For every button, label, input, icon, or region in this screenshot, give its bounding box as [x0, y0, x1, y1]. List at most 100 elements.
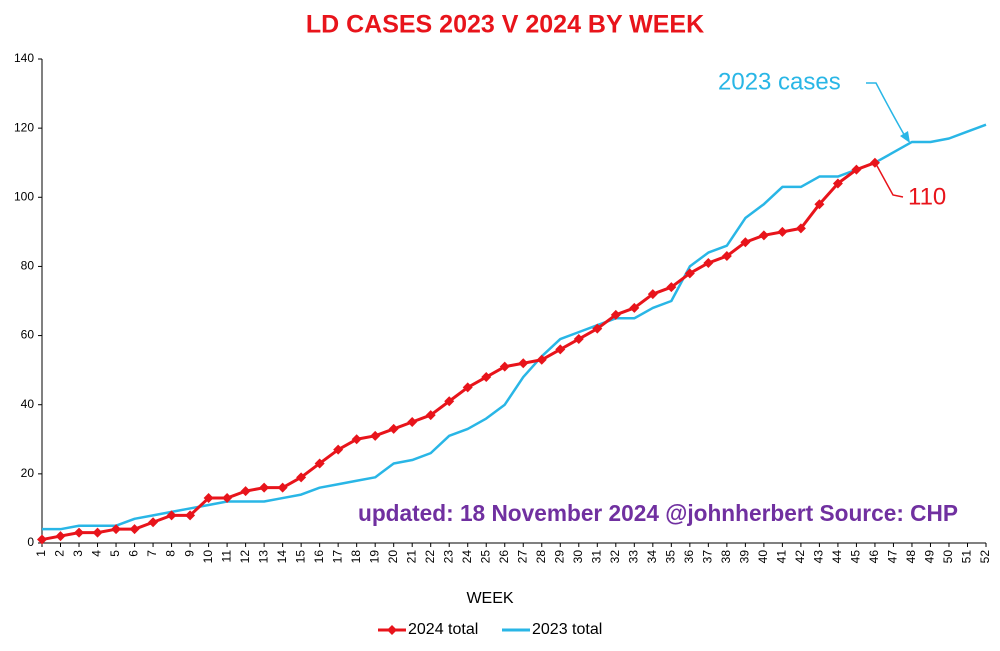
- x-tick-label: 23: [441, 550, 455, 564]
- data-point: [148, 517, 159, 528]
- data-point: [684, 268, 695, 279]
- y-tick-label: 100: [14, 189, 34, 203]
- x-tick-label: 34: [645, 550, 659, 564]
- data-point: [314, 458, 325, 469]
- x-tick-label: 24: [460, 550, 474, 564]
- data-point: [222, 493, 233, 504]
- x-tick-label: 32: [608, 550, 622, 564]
- data-point: [425, 410, 436, 421]
- data-point: [203, 493, 214, 504]
- data-point: [166, 510, 177, 521]
- data-point: [703, 257, 714, 268]
- x-tick-label: 49: [923, 550, 937, 564]
- x-tick-label: 8: [164, 550, 178, 557]
- y-tick-label: 140: [14, 51, 34, 65]
- x-tick-label: 16: [312, 550, 326, 564]
- x-tick-label: 52: [978, 550, 992, 564]
- data-point: [370, 430, 381, 441]
- x-tick-label: 26: [497, 550, 511, 564]
- legend-marker: [387, 625, 397, 635]
- annotation: 110: [908, 183, 946, 210]
- x-tick-label: 51: [960, 550, 974, 564]
- note: updated: 18 November 2024 @johnherbert S…: [358, 500, 958, 526]
- data-point: [851, 164, 862, 175]
- x-tick-label: 14: [275, 550, 289, 564]
- x-tick-label: 41: [775, 550, 789, 564]
- chart-title: LD CASES 2023 V 2024 BY WEEK: [306, 11, 704, 39]
- x-tick-label: 27: [515, 550, 529, 564]
- annotation-arrow: [866, 82, 907, 139]
- x-tick-label: 1: [34, 550, 48, 557]
- x-tick-label: 30: [571, 550, 585, 564]
- data-point: [629, 302, 640, 313]
- x-tick-label: 15: [293, 550, 307, 564]
- data-point: [74, 527, 85, 538]
- data-point: [277, 482, 288, 493]
- x-tick-label: 11: [219, 550, 233, 563]
- x-tick-label: 4: [90, 550, 104, 557]
- x-tick-label: 47: [886, 550, 900, 564]
- data-point: [721, 251, 732, 262]
- data-point: [333, 444, 344, 455]
- x-tick-label: 39: [738, 550, 752, 564]
- x-tick-label: 12: [238, 550, 252, 564]
- y-tick-label: 80: [21, 259, 35, 273]
- data-point: [758, 230, 769, 241]
- data-point: [518, 358, 529, 369]
- x-tick-label: 43: [812, 550, 826, 564]
- x-axis-label: WEEK: [466, 590, 513, 607]
- x-tick-label: 38: [719, 550, 733, 564]
- data-point: [407, 417, 418, 427]
- data-point: [499, 361, 510, 372]
- data-point: [37, 534, 47, 545]
- x-tick-label: 3: [71, 550, 85, 557]
- data-point: [795, 223, 806, 234]
- data-point: [592, 323, 603, 334]
- x-tick-label: 7: [145, 550, 159, 557]
- data-point: [111, 524, 122, 535]
- data-point: [555, 344, 566, 355]
- legend-label: 2023 total: [532, 621, 602, 638]
- x-tick-label: 37: [701, 550, 715, 564]
- data-point: [351, 434, 362, 445]
- data-point: [55, 531, 66, 542]
- data-point: [536, 354, 547, 365]
- y-tick-label: 60: [21, 328, 35, 342]
- y-tick-label: 120: [14, 120, 34, 134]
- x-tick-label: 25: [478, 550, 492, 564]
- x-tick-label: 6: [127, 550, 141, 557]
- x-tick-label: 48: [904, 550, 918, 564]
- data-point: [444, 396, 455, 407]
- x-tick-label: 21: [404, 550, 418, 564]
- data-point: [869, 157, 880, 168]
- y-tick-label: 20: [21, 466, 35, 480]
- x-tick-label: 9: [182, 550, 196, 557]
- data-point: [296, 472, 307, 483]
- y-tick-label: 0: [27, 535, 34, 549]
- x-tick-label: 17: [330, 550, 344, 564]
- data-point: [740, 237, 751, 248]
- x-tick-label: 29: [552, 550, 566, 564]
- x-tick-label: 44: [830, 550, 844, 564]
- data-point: [777, 226, 788, 237]
- annotation-line: [875, 163, 904, 198]
- x-tick-label: 19: [367, 550, 381, 564]
- series-line: [41, 161, 876, 542]
- y-tick-label: 40: [21, 397, 35, 411]
- data-point: [481, 372, 492, 383]
- annotation: 2023 cases: [718, 68, 841, 95]
- data-point: [666, 282, 677, 293]
- series-line: [42, 123, 987, 531]
- x-tick-label: 2: [53, 550, 67, 557]
- x-tick-label: 36: [682, 550, 696, 564]
- data-point: [259, 482, 270, 493]
- x-tick-label: 33: [626, 550, 640, 564]
- data-point: [814, 199, 825, 210]
- x-tick-label: 45: [849, 550, 863, 564]
- x-tick-label: 35: [664, 550, 678, 564]
- data-point: [647, 289, 658, 300]
- data-point: [185, 510, 196, 521]
- x-tick-label: 13: [256, 550, 270, 564]
- data-point: [610, 309, 621, 320]
